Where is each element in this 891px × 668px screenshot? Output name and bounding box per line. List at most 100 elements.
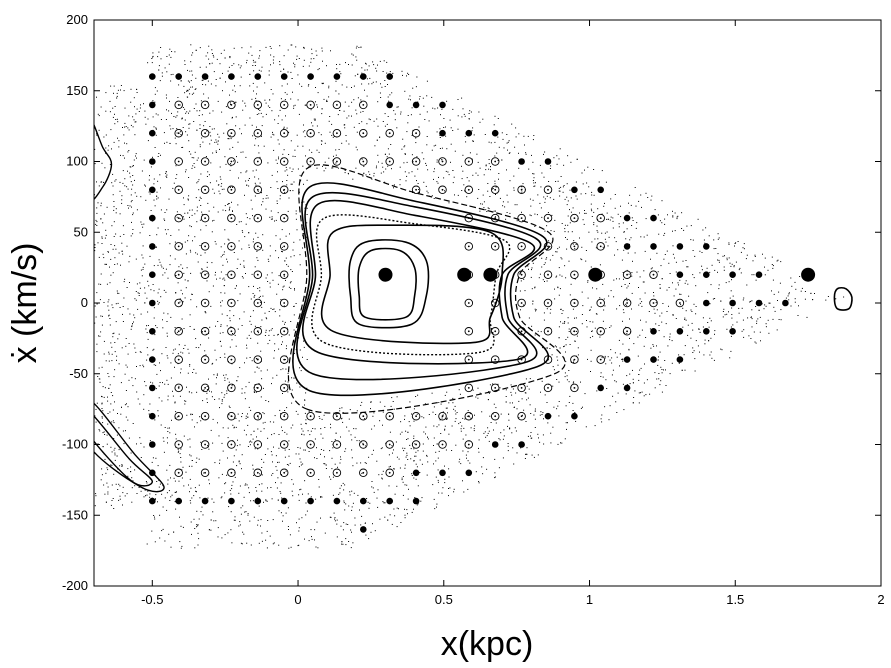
chaos-point (131, 377, 133, 379)
chaos-point (155, 127, 157, 129)
chaos-point (411, 473, 413, 475)
chaos-point (353, 85, 355, 87)
chaos-point (163, 440, 165, 442)
chaos-point (252, 468, 254, 470)
chaos-point (133, 314, 135, 316)
open-marker-center (336, 471, 338, 474)
chaos-point (751, 300, 753, 302)
chaos-point (235, 417, 237, 419)
chaos-point (255, 169, 257, 171)
chaos-point (199, 144, 201, 146)
chaos-point (121, 250, 123, 252)
chaos-point (488, 159, 490, 160)
chaos-point (228, 203, 229, 205)
chaos-point (568, 381, 570, 383)
chaos-point (277, 123, 279, 124)
chaos-point (753, 331, 755, 333)
chaos-point (734, 245, 735, 247)
chaos-point (161, 493, 163, 495)
chaos-point (229, 206, 231, 208)
chaos-point (342, 421, 344, 423)
chaos-point (197, 181, 199, 183)
open-marker-center (204, 245, 207, 248)
chaos-point (210, 83, 212, 85)
chaos-point (334, 518, 336, 520)
chaos-point (136, 443, 137, 445)
chaos-point (270, 187, 272, 188)
chaos-point (582, 219, 584, 221)
chaos-point (787, 295, 789, 297)
chaos-point (219, 462, 220, 464)
open-marker (253, 270, 263, 279)
chaos-point (325, 468, 327, 469)
chaos-point (478, 447, 479, 449)
chaos-point (746, 254, 748, 256)
chaos-point (152, 116, 154, 118)
chaos-point (259, 50, 261, 52)
chaos-point (226, 390, 228, 392)
chaos-point (411, 171, 413, 173)
chaos-point (291, 490, 293, 492)
chaos-point (115, 248, 117, 250)
chaos-point (361, 72, 363, 74)
y-tick-label: -150 (62, 507, 88, 522)
chaos-point (500, 413, 502, 415)
chaos-point (413, 420, 415, 422)
chaos-point (118, 363, 120, 365)
chaos-point (562, 322, 564, 324)
chaos-point (346, 117, 348, 119)
chaos-point (487, 207, 489, 209)
chaos-point (323, 463, 325, 465)
chaos-point (228, 414, 230, 416)
chaos-point (622, 359, 624, 360)
chaos-point (233, 63, 235, 65)
chaos-point (552, 426, 554, 428)
chaos-point (167, 277, 169, 279)
chaos-point (645, 321, 647, 323)
chaos-point (516, 204, 518, 206)
chaos-point (182, 146, 184, 148)
chaos-point (324, 427, 326, 428)
chaos-point (262, 234, 264, 236)
chaos-point (497, 136, 499, 138)
chaos-point (257, 259, 259, 261)
chaos-point (247, 413, 248, 415)
chaos-point (220, 271, 222, 273)
chaos-point (183, 197, 184, 199)
chaos-point (175, 411, 177, 413)
chaos-point (127, 406, 129, 408)
chaos-point (418, 126, 420, 128)
open-marker (411, 440, 421, 449)
chaos-point (107, 251, 109, 253)
chaos-point (167, 427, 169, 429)
chaos-point (181, 117, 183, 119)
chaos-point (534, 185, 536, 187)
chaos-point (256, 126, 257, 128)
chaos-point (155, 134, 157, 136)
chaos-point (306, 236, 307, 238)
chaos-point (355, 109, 357, 111)
chaos-point (489, 384, 491, 386)
chaos-point (197, 524, 199, 526)
chaos-point (271, 272, 273, 274)
chaos-point (132, 126, 134, 128)
chaos-point (276, 203, 278, 204)
chaos-point (447, 171, 449, 173)
chaos-point (269, 99, 271, 101)
chaos-point (718, 288, 720, 290)
chaos-point (281, 336, 283, 338)
chaos-point (675, 318, 677, 319)
chaos-point (206, 280, 208, 282)
chaos-point (610, 216, 612, 218)
chaos-point (253, 70, 255, 72)
chaos-point (190, 226, 192, 228)
chaos-point (433, 445, 434, 446)
chaos-point (284, 456, 286, 458)
chaos-point (628, 212, 630, 214)
chaos-point (511, 394, 513, 396)
chaos-point (175, 116, 177, 118)
chaos-point (461, 97, 463, 99)
chaos-point (535, 309, 537, 311)
filled-marker (703, 243, 710, 250)
